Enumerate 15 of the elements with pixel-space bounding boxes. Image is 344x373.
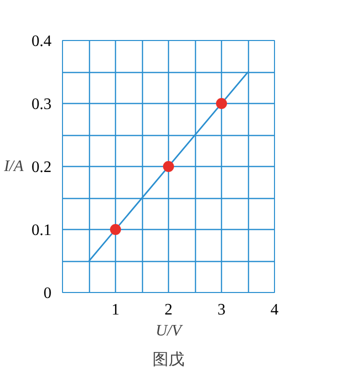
x-tick-label: 2 <box>164 302 172 318</box>
point <box>216 98 227 109</box>
y-tick-label: 0.4 <box>32 33 52 50</box>
y-tick-label: 0 <box>44 285 52 302</box>
y-axis-title: I/A <box>2 158 24 175</box>
point <box>110 224 121 235</box>
x-tick-label: 3 <box>218 302 226 318</box>
x-tick-label: 4 <box>270 302 278 318</box>
x-tick-label: 1 <box>112 302 120 318</box>
y-tick-label: 0.3 <box>32 96 52 113</box>
y-tick-label: 0.1 <box>32 222 52 239</box>
point <box>163 161 174 172</box>
y-tick-label: 0.2 <box>32 159 52 176</box>
text: 图戊 <box>152 350 184 368</box>
x-axis-title: U/V <box>156 322 184 340</box>
